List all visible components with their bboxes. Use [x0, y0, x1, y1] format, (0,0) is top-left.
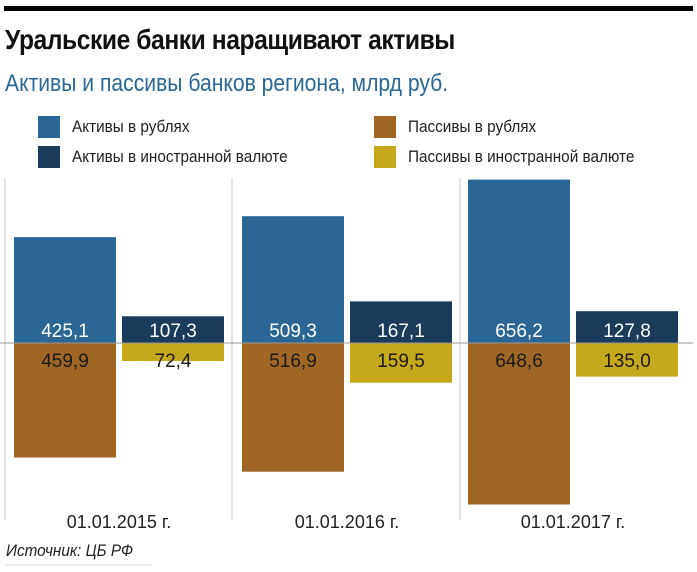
- data-label: 167,1: [377, 321, 425, 342]
- legend-item-liabilities-rub: Пассивы в рублях: [374, 116, 550, 138]
- top-rule: [4, 6, 693, 11]
- bar-1-0: [122, 316, 224, 343]
- data-label: 509,3: [269, 321, 317, 342]
- legend-swatch: [38, 116, 60, 138]
- source-note: Источник: ЦБ РФ: [6, 541, 134, 560]
- bar-3-2: [576, 343, 678, 377]
- legend-swatch: [374, 146, 396, 168]
- bar-0-2: [468, 179, 570, 343]
- data-label: 516,9: [269, 351, 317, 372]
- chart-subtitle: Активы и пассивы банков региона, млрд ру…: [5, 70, 449, 97]
- data-label: 425,1: [41, 321, 89, 342]
- data-label: 648,6: [495, 351, 543, 372]
- data-label: 127,8: [603, 321, 651, 342]
- legend-label: Активы в рублях: [72, 117, 190, 136]
- legend-label: Пассивы в рублях: [408, 117, 537, 136]
- category-label: 01.01.2016 г.: [295, 512, 399, 532]
- data-label: 159,5: [377, 351, 425, 372]
- bar-3-0: [122, 343, 224, 362]
- bar-3-1: [350, 343, 452, 383]
- legend-swatch: [374, 116, 396, 138]
- category-label: 01.01.2017 г.: [521, 512, 625, 532]
- legend-item-liabilities-fx: Пассивы в иностранной валюте: [374, 146, 660, 168]
- bar-0-1: [242, 216, 344, 343]
- bar-2-2: [468, 343, 570, 505]
- bar-1-1: [350, 301, 452, 343]
- data-label: 135,0: [603, 351, 651, 372]
- data-label: 107,3: [149, 321, 197, 342]
- category-label: 01.01.2015 г.: [67, 512, 171, 532]
- data-label: 459,9: [41, 351, 89, 372]
- bar-2-0: [14, 343, 116, 458]
- data-label: 656,2: [495, 321, 543, 342]
- bar-1-2: [576, 311, 678, 343]
- legend-item-assets-fx: Активы в иностранной валюте: [38, 146, 312, 168]
- legend-swatch: [38, 146, 60, 168]
- legend-label: Активы в иностранной валюте: [72, 147, 288, 166]
- legend-label: Пассивы в иностранной валюте: [408, 147, 635, 166]
- bar-2-1: [242, 343, 344, 472]
- bar-0-0: [14, 237, 116, 343]
- data-label: 72,4: [155, 351, 192, 372]
- chart-title: Уральские банки наращивают активы: [5, 24, 455, 55]
- legend-item-assets-rub: Активы в рублях: [38, 116, 203, 138]
